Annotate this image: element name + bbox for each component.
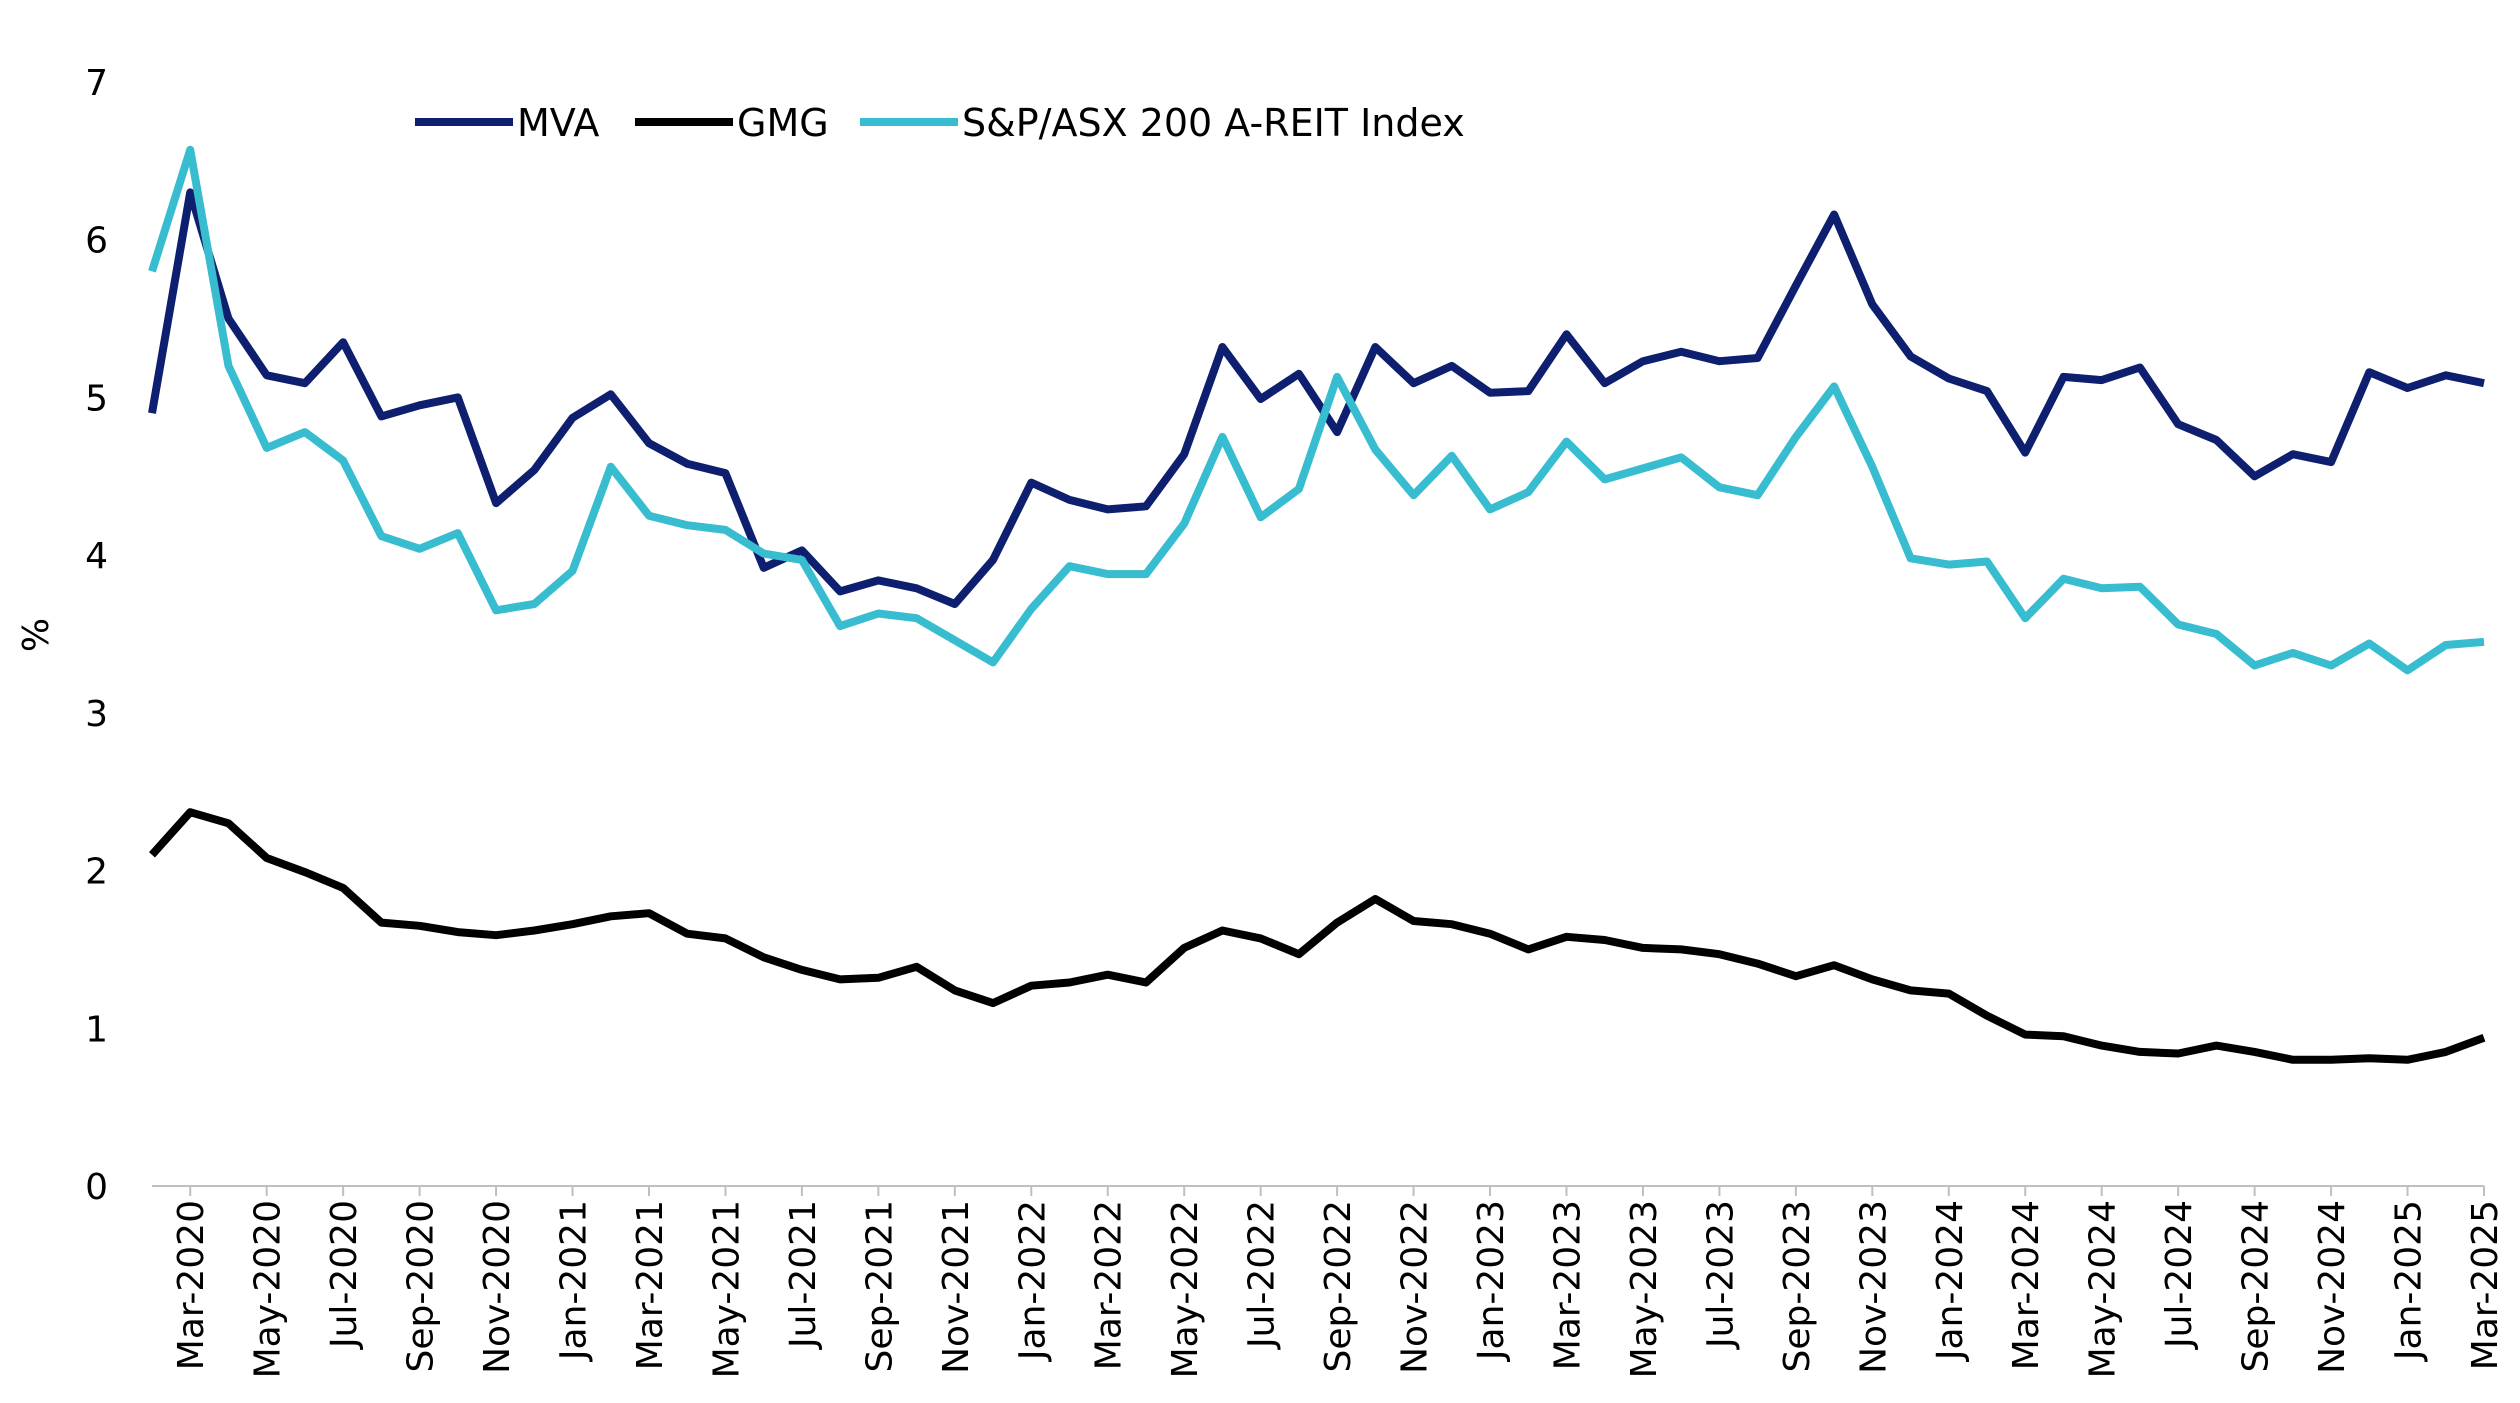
- x-tick-label: May-2021: [706, 1200, 747, 1378]
- x-axis-ticks: Mar-2020 May-2020 Jul-2020 Sep-2020 Nov-2020…: [171, 1186, 2506, 1378]
- x-tick-label: Jul-2022: [1242, 1200, 1283, 1350]
- x-tick-label: Mar-2020: [171, 1200, 212, 1370]
- y-tick-label: 1: [85, 1009, 108, 1050]
- x-tick-label: Mar-2021: [630, 1200, 671, 1370]
- y-tick-label: 3: [85, 694, 108, 735]
- x-tick-label: Jan-2021: [554, 1200, 595, 1362]
- x-tick-label: Nov-2023: [1853, 1200, 1894, 1374]
- x-tick-label: Nov-2024: [2312, 1200, 2353, 1374]
- series-line-3: [148, 145, 2485, 675]
- x-tick-label: Jul-2020: [324, 1200, 365, 1350]
- x-tick-label: Sep-2021: [859, 1200, 900, 1372]
- x-tick-label: Jan-2025: [2389, 1200, 2430, 1362]
- x-tick-label: May-2023: [1624, 1200, 1665, 1378]
- x-tick-label: Jan-2023: [1471, 1200, 1512, 1362]
- x-tick-label: Jul-2023: [1700, 1200, 1741, 1350]
- series-lines: [148, 145, 2486, 1064]
- y-tick-label: 4: [85, 536, 108, 577]
- x-tick-label: Sep-2022: [1318, 1200, 1359, 1372]
- x-tick-label: Sep-2023: [1777, 1200, 1818, 1372]
- x-tick-label: Nov-2021: [936, 1200, 977, 1374]
- y-axis-label: %: [16, 618, 57, 652]
- x-tick-label: Mar-2025: [2465, 1200, 2506, 1370]
- series-line-2: [149, 808, 2486, 1064]
- legend-label-1: MVA: [517, 101, 599, 145]
- y-tick-label: 0: [85, 1167, 108, 1208]
- x-tick-label: May-2024: [2083, 1200, 2124, 1378]
- y-tick-label: 7: [85, 63, 108, 104]
- x-tick-label: Nov-2020: [477, 1200, 518, 1374]
- legend-label-2: GMG: [737, 101, 829, 145]
- x-tick-label: Sep-2020: [401, 1200, 442, 1372]
- x-tick-label: May-2020: [248, 1200, 289, 1378]
- legend-label-3: S&P/ASX 200 A-REIT Index: [962, 101, 1465, 145]
- y-tick-label: 2: [85, 852, 108, 893]
- series-line-1: [148, 188, 2485, 608]
- x-tick-label: Jul-2021: [783, 1200, 824, 1350]
- x-tick-label: Nov-2022: [1395, 1200, 1436, 1374]
- y-tick-label: 5: [85, 378, 108, 419]
- legend: MVA GMG S&P/ASX 200 A-REIT Index: [415, 101, 1465, 145]
- x-tick-label: Mar-2023: [1547, 1200, 1588, 1370]
- x-tick-label: Mar-2022: [1089, 1200, 1130, 1370]
- x-tick-label: Sep-2024: [2236, 1200, 2277, 1372]
- y-axis-ticks: 0 1 2 3 4 5 6 7: [85, 63, 108, 1208]
- x-tick-label: Jan-2022: [1012, 1200, 1053, 1362]
- x-tick-label: Mar-2024: [2006, 1200, 2047, 1370]
- x-tick-label: Jan-2024: [1930, 1200, 1971, 1362]
- x-tick-label: Jul-2024: [2159, 1200, 2200, 1350]
- y-tick-label: 6: [85, 221, 108, 262]
- x-tick-label: May-2022: [1165, 1200, 1206, 1378]
